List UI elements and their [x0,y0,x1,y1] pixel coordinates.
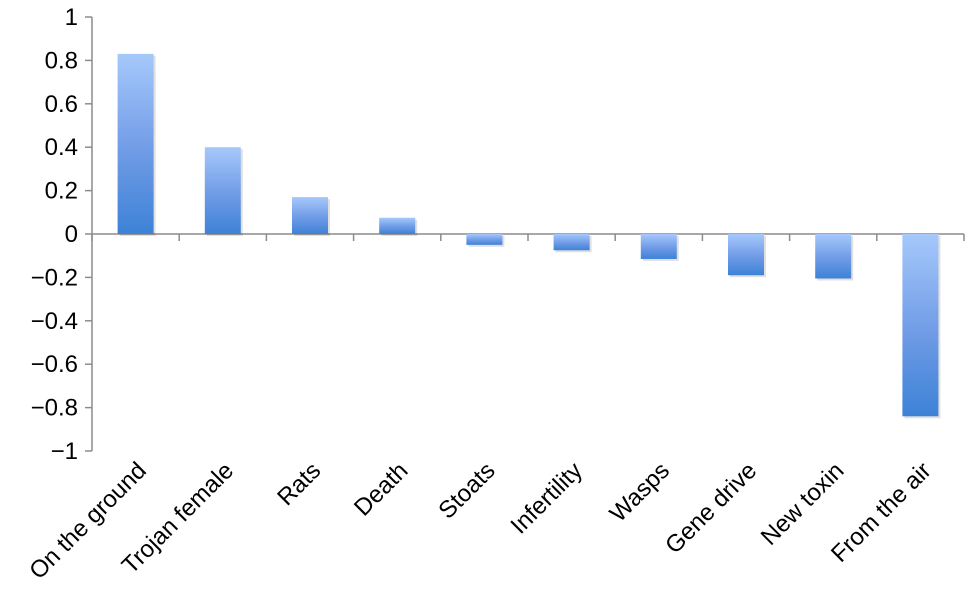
bar [292,197,328,234]
bars [117,53,941,419]
y-tick-label: 0.2 [45,178,78,205]
bar [466,234,503,245]
x-tick-label: New toxin [756,457,850,551]
x-tick-label: Rats [272,457,326,511]
bar [640,234,677,259]
y-tick-label: −0.8 [31,395,78,422]
y-axis: 1 0.8 0.6 0.4 0.2 0 −0.2 −0.4 −0.6 −0.8 −1 [31,4,93,465]
y-tick-label: 0.4 [45,134,78,161]
x-tick-label: Infertility [506,457,588,539]
y-tick-label: −0.2 [31,264,78,291]
bar [815,234,852,279]
y-tick-label: −0.4 [31,308,78,335]
bar [728,234,764,276]
y-tick-label: −1 [51,438,78,465]
y-tick-label: 1 [65,4,78,31]
x-tick-label: Wasps [605,457,675,527]
bar [902,234,939,417]
y-tick-label: 0.8 [45,47,78,74]
x-tick-label: Stoats [433,457,500,524]
bar [379,217,416,234]
x-tick-label: Gene drive [660,457,762,559]
bar [117,53,154,234]
bar [204,147,241,234]
y-tick-label: 0.6 [45,91,78,118]
y-tick-label: −0.6 [31,351,78,378]
x-tick-label: Death [349,457,413,521]
y-tick-label: 0 [65,221,78,248]
bar [553,234,590,251]
